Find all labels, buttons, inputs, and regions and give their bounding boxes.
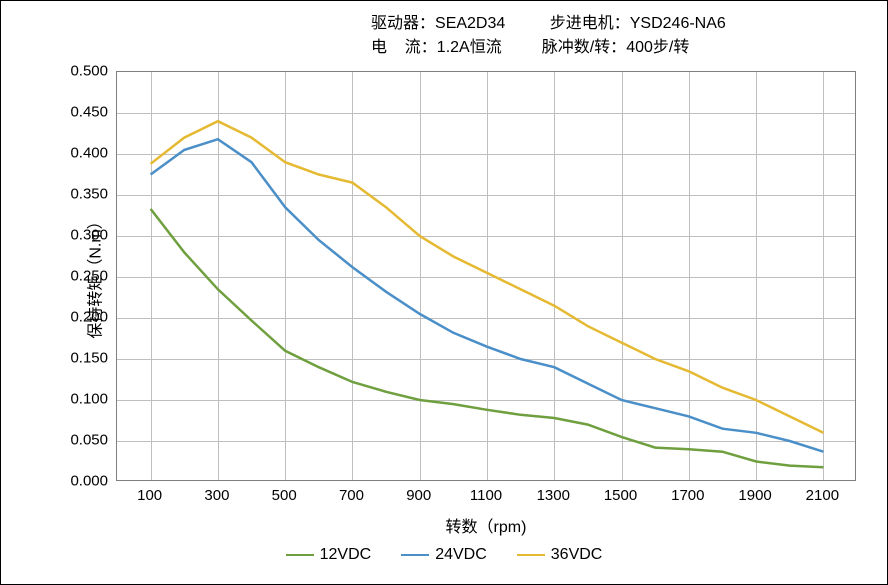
- legend-line-icon: [517, 554, 545, 557]
- current-label: 电 流：: [371, 39, 437, 56]
- legend-label: 24VDC: [435, 546, 487, 564]
- driver-value: SEA2D34: [435, 15, 505, 32]
- legend-label: 12VDC: [320, 546, 372, 564]
- grid-line-horizontal: [117, 154, 855, 155]
- grid-line-vertical: [487, 72, 488, 480]
- grid-line-vertical: [218, 72, 219, 480]
- grid-line-horizontal: [117, 277, 855, 278]
- current-value: 1.2A恒流: [437, 39, 502, 56]
- grid-line-horizontal: [117, 318, 855, 319]
- legend-item-36VDC: 36VDC: [517, 546, 603, 564]
- y-tick-label: 0.150: [48, 350, 108, 367]
- grid-line-horizontal: [117, 113, 855, 114]
- current-info: 电 流：1.2A恒流: [371, 33, 502, 57]
- spacer: [505, 9, 549, 33]
- header-row-1: 驱动器：SEA2D34 步进电机：YSD246-NA6: [21, 9, 867, 33]
- x-tick-label: 1500: [604, 487, 637, 504]
- grid-line-vertical: [756, 72, 757, 480]
- grid-line-vertical: [554, 72, 555, 480]
- legend-line-icon: [286, 554, 314, 557]
- y-tick-label: 0.000: [48, 473, 108, 490]
- x-tick-label: 1700: [671, 487, 704, 504]
- spacer: [502, 33, 542, 57]
- legend-label: 36VDC: [551, 546, 603, 564]
- chart-area: 0.0000.0500.1000.1500.2000.2500.3000.350…: [116, 71, 856, 481]
- legend-item-12VDC: 12VDC: [286, 546, 372, 564]
- grid-line-vertical: [352, 72, 353, 480]
- motor-value: YSD246-NA6: [630, 15, 726, 32]
- x-tick-label: 700: [339, 487, 364, 504]
- grid-line-horizontal: [117, 359, 855, 360]
- x-tick-label: 300: [204, 487, 229, 504]
- pulse-value: 400步/转: [626, 39, 689, 56]
- grid-line-vertical: [823, 72, 824, 480]
- grid-line-vertical: [285, 72, 286, 480]
- x-tick-label: 500: [272, 487, 297, 504]
- chart-container: 驱动器：SEA2D34 步进电机：YSD246-NA6 电 流：1.2A恒流 脉…: [0, 0, 888, 585]
- grid-line-vertical: [622, 72, 623, 480]
- y-tick-label: 0.400: [48, 145, 108, 162]
- y-tick-label: 0.050: [48, 432, 108, 449]
- y-axis-label: 保持转矩（N.m）: [82, 213, 106, 338]
- chart-header: 驱动器：SEA2D34 步进电机：YSD246-NA6 电 流：1.2A恒流 脉…: [1, 9, 887, 57]
- x-tick-label: 1100: [470, 487, 502, 504]
- y-tick-label: 0.100: [48, 391, 108, 408]
- driver-label: 驱动器：: [371, 15, 435, 32]
- driver-info: 驱动器：SEA2D34: [371, 9, 505, 33]
- header-row-2: 电 流：1.2A恒流 脉冲数/转：400步/转: [21, 33, 867, 57]
- grid-line-vertical: [689, 72, 690, 480]
- plot-area: [116, 71, 856, 481]
- legend-item-24VDC: 24VDC: [401, 546, 487, 564]
- grid-line-vertical: [420, 72, 421, 480]
- motor-info: 步进电机：YSD246-NA6: [550, 9, 726, 33]
- x-tick-label: 900: [406, 487, 431, 504]
- pulse-label: 脉冲数/转：: [542, 39, 626, 56]
- chart-legend: 12VDC 24VDC 36VDC: [1, 546, 887, 564]
- y-tick-label: 0.450: [48, 104, 108, 121]
- pulse-info: 脉冲数/转：400步/转: [542, 33, 690, 57]
- motor-label: 步进电机：: [550, 15, 630, 32]
- x-tick-label: 100: [137, 487, 162, 504]
- grid-line-horizontal: [117, 400, 855, 401]
- x-tick-label: 1300: [537, 487, 570, 504]
- legend-line-icon: [401, 554, 429, 557]
- grid-line-horizontal: [117, 236, 855, 237]
- x-tick-label: 2100: [806, 487, 839, 504]
- y-tick-label: 0.500: [48, 63, 108, 80]
- x-axis-label: 转数（rpm): [446, 513, 527, 537]
- x-tick-label: 1900: [738, 487, 771, 504]
- y-tick-label: 0.350: [48, 186, 108, 203]
- grid-line-horizontal: [117, 441, 855, 442]
- grid-line-vertical: [151, 72, 152, 480]
- grid-line-horizontal: [117, 195, 855, 196]
